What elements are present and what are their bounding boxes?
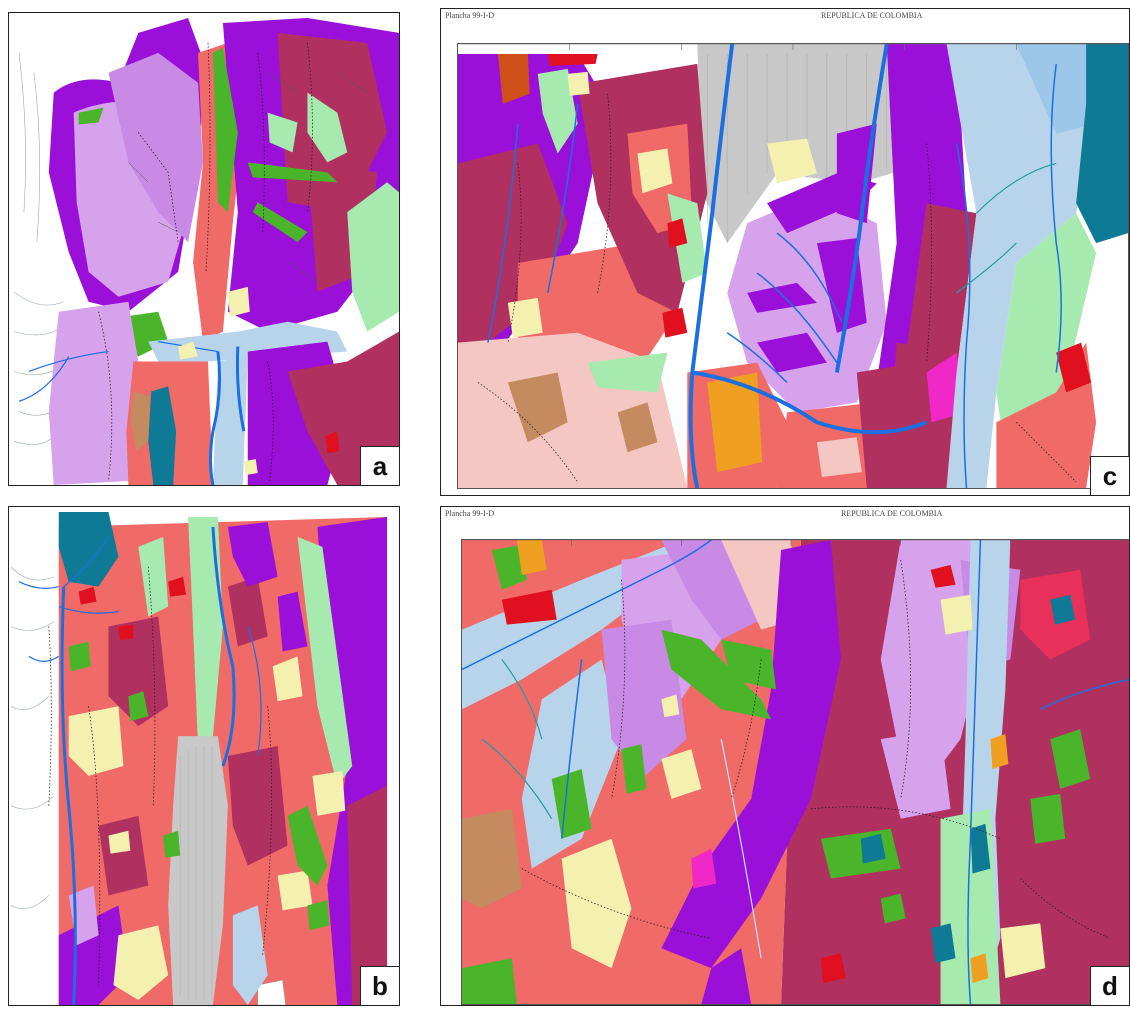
panel-label-b: b [360,966,399,1005]
geologic-map-d [462,540,1129,1004]
sheet-header: REPUBLICA DE COLOMBIA [821,11,923,20]
map-panel-b: b [8,506,400,1006]
map-frame-d [461,539,1129,1005]
geologic-map-b [9,507,399,1005]
map-panel-d: Plancha 99-I-D REPUBLICA DE COLOMBIA [440,506,1130,1006]
geologic-map-a [9,13,399,485]
map-frame-c [457,43,1129,489]
panel-label-c: c [1090,456,1129,495]
map-panel-c: Plancha 99-I-D REPUBLICA DE COLOMBIA [440,8,1130,496]
sheet-number: Plancha 99-I-D [445,509,495,518]
geologic-map-c [458,44,1128,488]
panel-label-a: a [360,446,399,485]
sheet-number: Plancha 99-I-D [445,11,495,20]
panel-label-d: d [1090,966,1129,1005]
map-panel-a: a [8,12,400,486]
sheet-header: REPUBLICA DE COLOMBIA [841,509,943,518]
